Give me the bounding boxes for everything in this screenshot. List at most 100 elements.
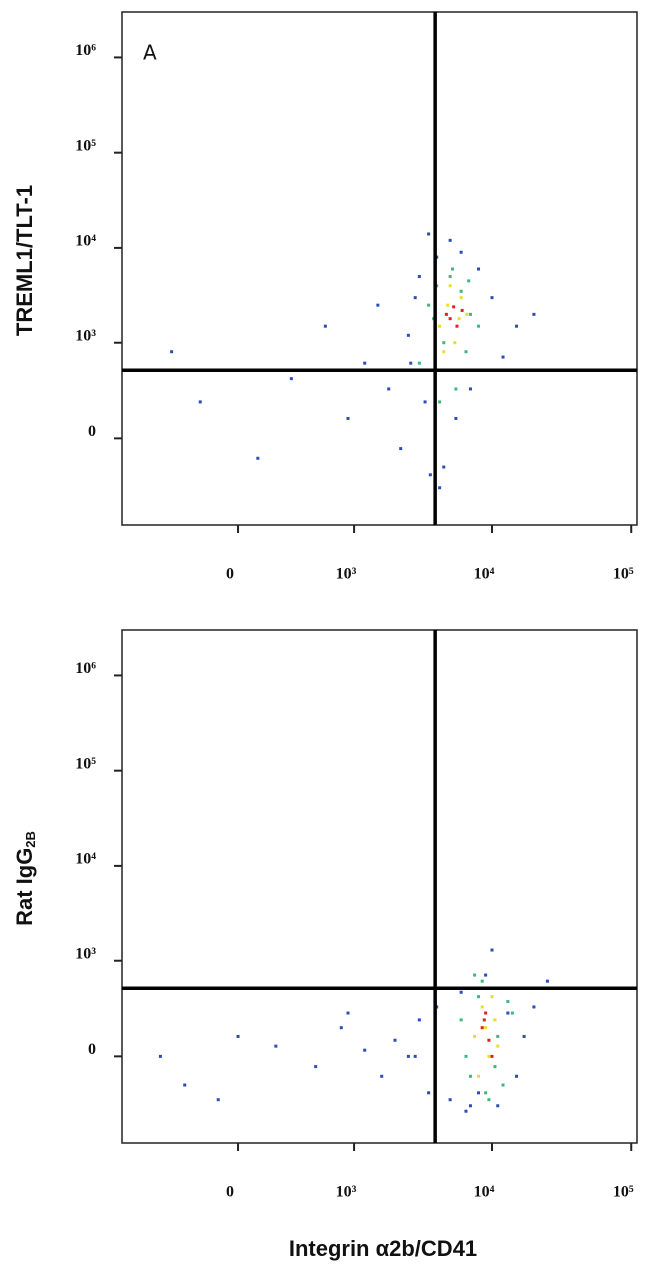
dot [464,1054,468,1058]
dot [487,1098,491,1102]
dot [510,1011,514,1015]
dot [289,377,293,381]
dot [464,1109,468,1113]
dot [477,1091,481,1095]
dot [376,303,380,307]
dot [363,1048,367,1052]
dot [493,1065,497,1069]
dot [339,1026,343,1030]
dot [216,1098,220,1102]
plot-frame [121,11,638,526]
y-axis-label: Rat IgG2B [12,831,39,926]
dot [455,324,459,328]
dot [453,341,457,345]
dot [183,1083,187,1087]
dot [477,1074,481,1078]
dot [460,308,464,312]
dot [274,1044,278,1048]
dot [532,1005,536,1009]
dot [501,355,505,359]
dot [346,1011,350,1015]
dot [406,1054,410,1058]
y-tick-label: 10⁵ [75,755,96,772]
dot [490,1054,494,1058]
dot [468,1104,472,1108]
dot [484,973,488,977]
dot [198,400,202,404]
dot [484,1011,488,1015]
dot [417,1018,421,1022]
y-tick-label: 10⁵ [75,137,96,154]
y-tick-label: 10³ [75,945,96,962]
dot [417,275,421,279]
y-tick-label: 10⁶ [75,42,96,59]
y-tick-label: 10⁴ [75,233,96,250]
dot [496,1044,500,1048]
dot [346,416,350,420]
dot [428,473,432,477]
x-tick-label: 10⁵ [613,566,634,583]
dot [406,333,410,337]
dot [413,296,417,300]
dot [444,312,448,316]
dot [464,350,468,354]
dot [442,341,446,345]
dot [468,1074,472,1078]
y-axis-label: TREML1/TLT-1 [12,185,37,336]
dot [256,456,260,460]
dot [468,387,472,391]
dot [506,1011,510,1015]
dot [399,447,403,451]
dot [448,1098,452,1102]
dot [480,979,484,983]
dot [323,324,327,328]
dot [442,465,446,469]
dot [532,312,536,316]
dot [158,1054,162,1058]
dot [438,400,442,404]
dot [427,1091,431,1095]
dot [480,1005,484,1009]
y-tick-label: 10³ [75,327,96,344]
dot [477,995,481,999]
dot [438,486,442,490]
dot [490,995,494,999]
dot [387,387,391,391]
dot [487,1038,491,1042]
dot [473,973,477,977]
dot [448,284,452,288]
dot [442,350,446,354]
dot [393,1038,397,1042]
dot [465,312,469,316]
dot [451,267,455,271]
dot [423,400,427,404]
dot [493,1018,497,1022]
dot [490,296,494,300]
dot [477,267,481,271]
dot [515,1074,519,1078]
dot [438,324,442,328]
dot [501,1083,505,1087]
dot [482,1018,486,1022]
dot [427,232,431,236]
panel-letter: A [143,41,157,65]
dot [506,1000,510,1004]
y-axis-label-main: TREML1/TLT-1 [12,185,37,336]
dot [468,312,472,316]
dot [473,1034,477,1038]
dot [454,416,458,420]
y-tick-label: 10⁴ [75,851,96,868]
dot [480,1026,484,1030]
y-tick-label: 10⁶ [75,660,96,677]
dot [490,948,494,952]
dot [459,250,463,254]
plot-frame [121,629,638,1144]
dot [545,979,549,983]
x-tick-label: 10³ [336,1184,357,1201]
dot [427,303,431,307]
y-tick-label: 0 [88,1041,96,1058]
y-axis-label-sub: 2B [23,831,38,848]
dot [484,1091,488,1095]
x-tick-label: 10⁵ [613,1184,634,1201]
